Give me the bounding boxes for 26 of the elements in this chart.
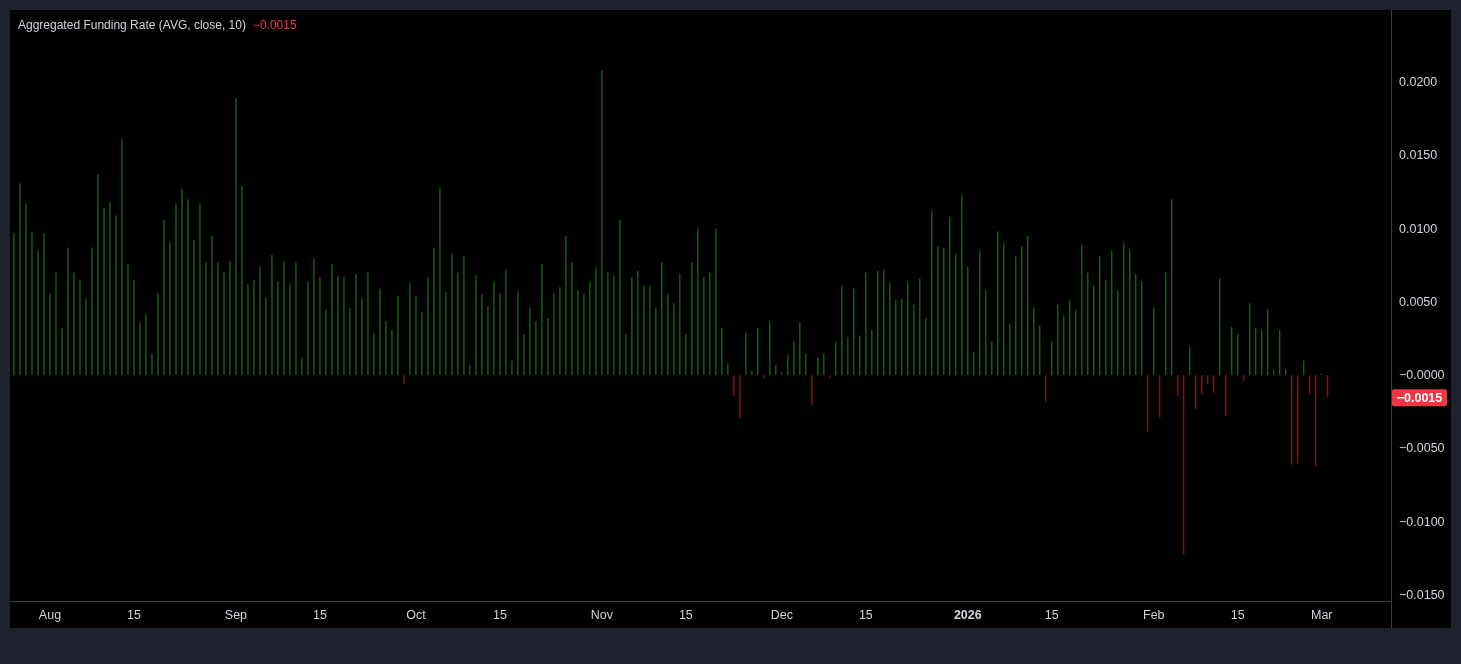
x-tick-label: 15 [1230,608,1245,622]
y-tick-label: 0.0200 [1399,74,1438,89]
text: −0.0015 [252,18,297,32]
x-tick-label: Dec [770,608,793,622]
x-tick-label: 15 [127,608,141,622]
y-tick-label: −0.0050 [1399,441,1445,456]
y-tick-label: 0.0100 [1399,221,1438,236]
y-tick-label: 0.0050 [1399,294,1438,309]
x-tick-label: 15 [312,608,327,622]
x-tick-label: Oct [406,608,427,622]
x-tick-label: Aug [38,608,62,622]
text: Aggregated Funding Rate (AVG, close, 10) [18,18,246,32]
y-tick-label: 0.0150 [1399,148,1438,163]
x-tick-label: 15 [492,608,507,622]
x-tick-label: Sep [224,608,248,622]
x-tick-label: Feb [1143,608,1165,622]
x-tick-label: 15 [678,608,693,622]
y-tick-label: −0.0000 [1399,368,1445,383]
x-tick-label: Mar [1311,608,1333,622]
x-tick-label: 15 [1044,608,1059,622]
x-tick-label: 15 [858,608,873,622]
x-tick-label: 2026 [953,608,982,622]
text: −0.0015 [1396,390,1443,405]
y-tick-label: −0.0150 [1399,588,1445,603]
y-tick-label: −0.0100 [1399,514,1445,529]
x-tick-label: Nov [590,608,614,622]
